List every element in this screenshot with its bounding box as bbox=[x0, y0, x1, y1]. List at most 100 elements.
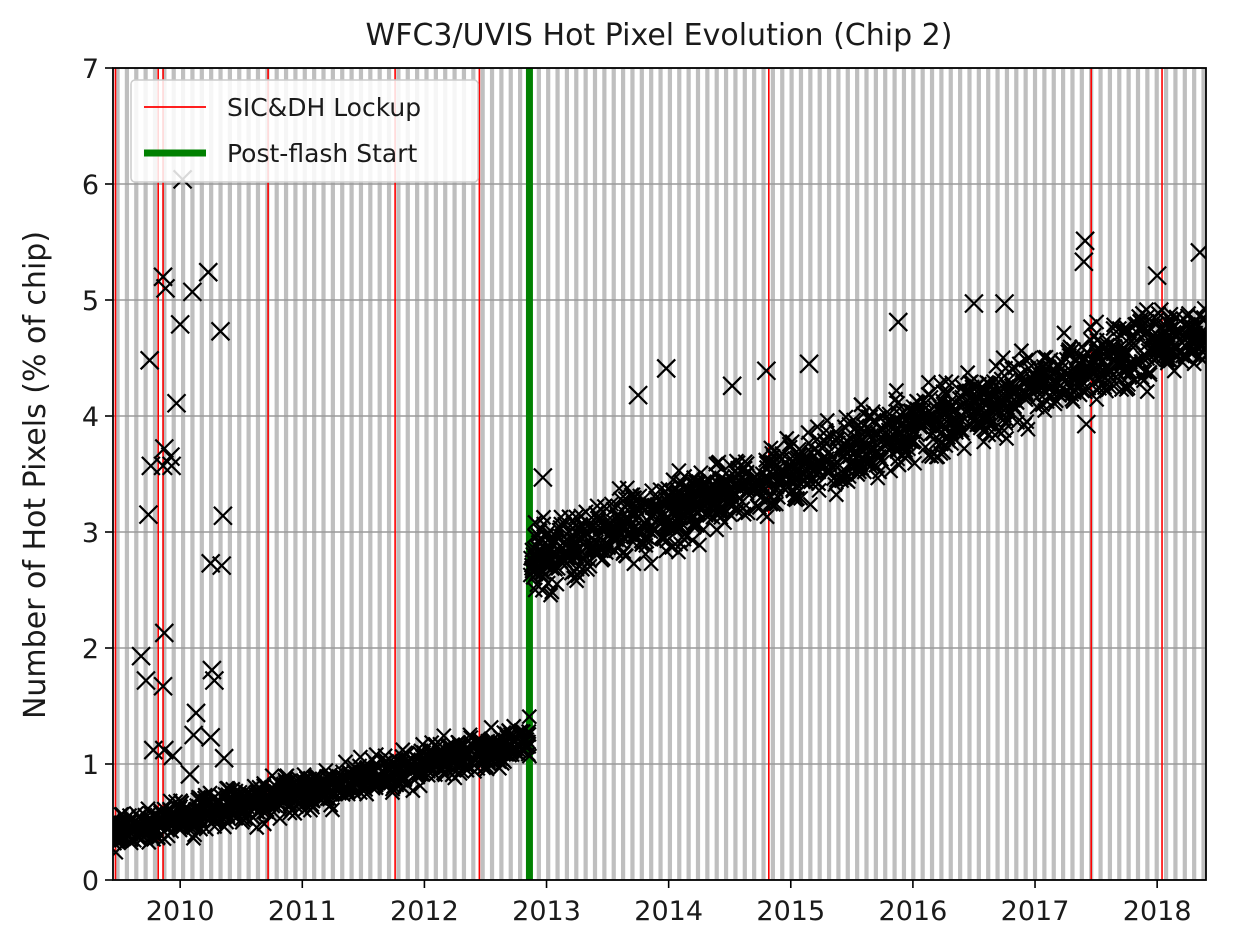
anneal-band-94 bbox=[995, 68, 1000, 880]
data-point-2126 bbox=[1003, 405, 1020, 421]
data-point-2160 bbox=[1122, 363, 1138, 380]
data-point-2020 bbox=[976, 421, 992, 438]
anneal-band-50 bbox=[583, 68, 588, 880]
data-point-829 bbox=[137, 807, 153, 823]
data-point-2274 bbox=[941, 394, 958, 411]
data-point-754 bbox=[364, 752, 381, 768]
anneal-band-30 bbox=[396, 68, 401, 880]
x-tick-label-4: 2014 bbox=[634, 896, 703, 927]
data-point-2255 bbox=[1164, 315, 1180, 331]
data-point-2326 bbox=[854, 431, 870, 447]
data-point-2339 bbox=[154, 740, 175, 760]
data-point-2229 bbox=[657, 491, 674, 508]
data-point-806 bbox=[255, 804, 272, 820]
data-point-1399 bbox=[975, 434, 992, 450]
data-point-2194 bbox=[944, 375, 960, 391]
data-point-876 bbox=[484, 747, 501, 763]
data-point-2298 bbox=[1134, 369, 1150, 386]
plot-clipped-group bbox=[113, 68, 1206, 880]
anneal-band-7 bbox=[180, 68, 186, 880]
data-point-2357 bbox=[211, 555, 232, 576]
data-point-2186 bbox=[897, 444, 914, 461]
data-point-881 bbox=[334, 764, 351, 780]
data-point-1519 bbox=[1120, 380, 1136, 396]
anneal-band-10 bbox=[209, 68, 214, 880]
data-point-841 bbox=[394, 748, 410, 765]
data-point-2368 bbox=[1075, 231, 1095, 251]
data-point-2347 bbox=[186, 703, 206, 723]
data-point-2157 bbox=[1070, 365, 1087, 382]
data-point-2342 bbox=[163, 746, 183, 766]
data-point-875 bbox=[470, 733, 487, 749]
data-point-2263 bbox=[984, 386, 1001, 403]
data-point-454 bbox=[206, 818, 223, 835]
anneal-band-37 bbox=[461, 68, 467, 880]
data-point-2110 bbox=[1100, 367, 1116, 383]
data-point-734 bbox=[113, 844, 124, 861]
anneal-band-86 bbox=[920, 68, 925, 880]
data-point-2301 bbox=[1033, 380, 1050, 397]
data-point-2260 bbox=[590, 508, 607, 524]
anneal-band-115 bbox=[1192, 68, 1197, 880]
data-point-1919 bbox=[542, 587, 559, 603]
data-point-2355 bbox=[210, 321, 231, 342]
data-point-403 bbox=[521, 708, 538, 725]
anneal-band-6 bbox=[171, 68, 176, 880]
data-point-870 bbox=[258, 803, 275, 820]
data-point-2264 bbox=[905, 423, 921, 439]
data-point-1967 bbox=[1169, 347, 1185, 363]
data-point-2236 bbox=[932, 399, 949, 415]
anneal-band-20 bbox=[302, 68, 307, 880]
data-point-2267 bbox=[617, 499, 634, 515]
data-point-1832 bbox=[669, 484, 686, 501]
y-tick-label-1: 1 bbox=[82, 750, 99, 781]
data-point-2185 bbox=[839, 432, 855, 449]
data-point-2147 bbox=[759, 508, 775, 525]
x-tick-label-7: 2017 bbox=[1001, 896, 1070, 927]
data-point-2238 bbox=[758, 459, 775, 476]
data-point-2266 bbox=[574, 561, 591, 577]
anneal-band-97 bbox=[1023, 68, 1028, 880]
data-point-772 bbox=[433, 761, 449, 777]
data-point-2151 bbox=[789, 461, 806, 478]
data-point-767 bbox=[452, 765, 468, 782]
anneal-band-21 bbox=[312, 68, 317, 880]
data-point-2195 bbox=[1101, 362, 1118, 378]
anneal-band-32 bbox=[415, 68, 420, 880]
data-point-2103 bbox=[810, 457, 827, 473]
data-point-2361 bbox=[656, 358, 676, 379]
data-point-1947 bbox=[888, 382, 905, 399]
data-point-2240 bbox=[575, 537, 592, 553]
data-point-885 bbox=[172, 793, 189, 809]
anneal-band-95 bbox=[1004, 68, 1010, 880]
data-point-1336 bbox=[1139, 383, 1156, 400]
data-point-2208 bbox=[681, 504, 697, 520]
data-point-1452 bbox=[643, 482, 660, 499]
anneal-band-28 bbox=[377, 68, 382, 880]
data-point-2235 bbox=[972, 414, 988, 431]
anneal-band-26 bbox=[358, 68, 364, 880]
anneal-band-15 bbox=[255, 68, 261, 880]
data-point-2364 bbox=[799, 354, 819, 374]
anneal-band-63 bbox=[705, 68, 710, 880]
data-point-2153 bbox=[1098, 332, 1115, 348]
anneal-band-52 bbox=[602, 68, 607, 880]
y-tick-label-6: 6 bbox=[82, 170, 99, 201]
data-point-2125 bbox=[585, 539, 601, 555]
anneal-band-38 bbox=[471, 68, 476, 880]
anneal-band-105 bbox=[1098, 68, 1103, 880]
data-point-2166 bbox=[717, 473, 734, 489]
data-point-2182 bbox=[556, 547, 573, 563]
data-point-2226 bbox=[646, 497, 663, 513]
data-point-1758 bbox=[729, 502, 745, 519]
anneal-band-18 bbox=[283, 68, 289, 880]
data-point-822 bbox=[490, 734, 507, 750]
data-point-1955 bbox=[658, 484, 674, 500]
data-point-1840 bbox=[708, 456, 724, 472]
data-point-867 bbox=[422, 745, 438, 762]
data-point-883 bbox=[384, 781, 401, 797]
data-point-2188 bbox=[1128, 316, 1145, 332]
data-point-2291 bbox=[981, 400, 997, 417]
data-point-2346 bbox=[182, 282, 203, 302]
data-point-2327 bbox=[131, 646, 151, 666]
